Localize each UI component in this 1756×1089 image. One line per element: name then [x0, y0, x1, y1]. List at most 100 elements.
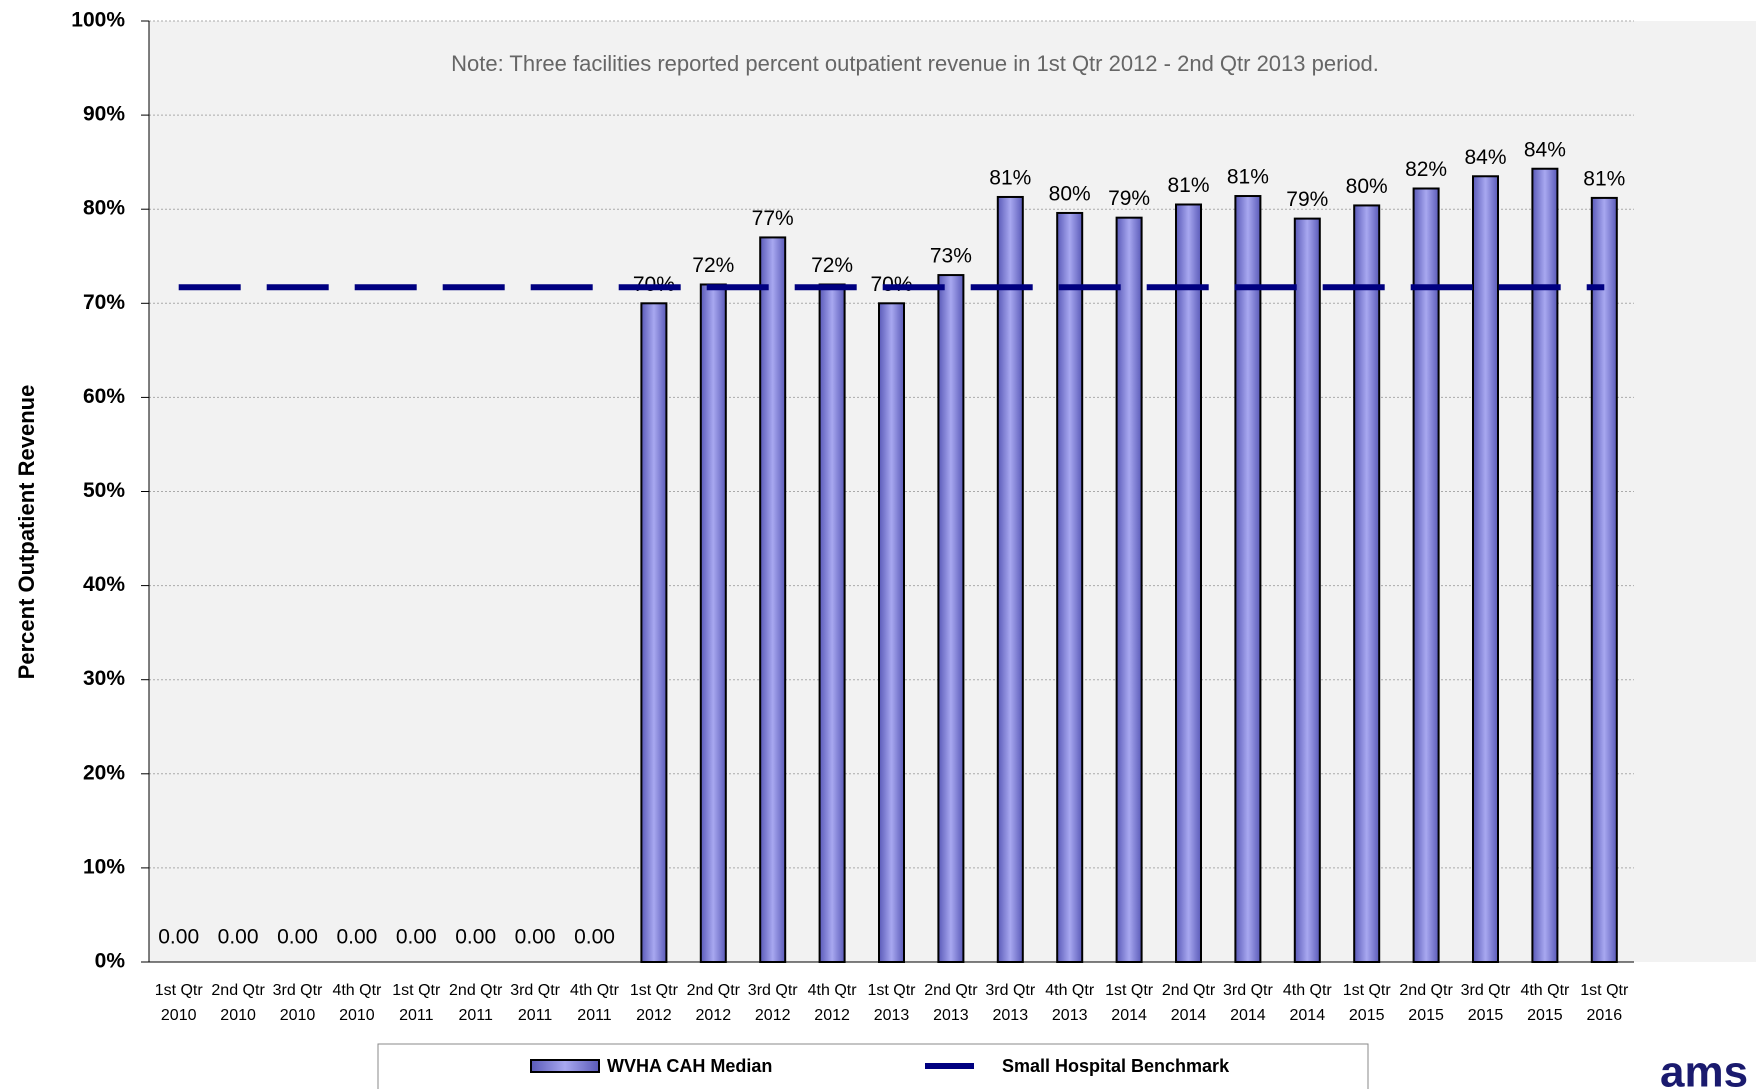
- data-label: 81%: [1227, 166, 1269, 189]
- data-label: 84%: [1524, 138, 1566, 161]
- x-tick-label: 1st Qtr: [1580, 982, 1629, 999]
- bar: [1412, 187, 1440, 964]
- y-tick-label: 60%: [83, 385, 125, 408]
- y-axis-label: Percent Outpatient Revenue: [14, 385, 39, 680]
- y-tick-label: 100%: [71, 9, 125, 32]
- x-tick-label: 2nd Qtr: [449, 982, 503, 999]
- x-tick-label: 2010: [220, 1007, 256, 1024]
- annotation: Note: Three facilities reported percent …: [451, 51, 1379, 76]
- x-tick-label: 2013: [933, 1007, 969, 1024]
- x-tick-label: 2012: [814, 1007, 850, 1024]
- y-tick-label: 70%: [83, 291, 125, 314]
- x-tick-label: 1st Qtr: [630, 982, 679, 999]
- data-label: 0.00: [574, 926, 615, 949]
- x-tick-label: 2010: [339, 1007, 375, 1024]
- x-tick-label: 3rd Qtr: [1223, 982, 1273, 999]
- y-tick-label: 30%: [83, 667, 125, 690]
- x-tick-label: 2014: [1111, 1007, 1147, 1024]
- x-tick-label: 3rd Qtr: [985, 982, 1035, 999]
- bar: [1293, 217, 1321, 964]
- x-tick-label: 3rd Qtr: [510, 982, 560, 999]
- data-label: 80%: [1346, 175, 1388, 198]
- x-tick-label: 3rd Qtr: [748, 982, 798, 999]
- legend-label: WVHA CAH Median: [607, 1056, 772, 1076]
- x-tick-label: 4th Qtr: [570, 982, 620, 999]
- y-tick-label: 50%: [83, 479, 125, 502]
- y-tick-label: 20%: [83, 761, 125, 784]
- bar: [937, 274, 965, 963]
- y-tick-label: 10%: [83, 855, 125, 878]
- logo: ams: [1660, 1048, 1748, 1089]
- x-tick-label: 2nd Qtr: [924, 982, 978, 999]
- data-label: 0.00: [455, 926, 496, 949]
- x-tick-label: 1st Qtr: [1105, 982, 1154, 999]
- bar: [1472, 175, 1499, 963]
- x-tick-label: 2015: [1527, 1007, 1563, 1024]
- data-label: 0.00: [396, 926, 437, 949]
- data-label: 0.00: [158, 926, 199, 949]
- data-label: 0.00: [218, 926, 259, 949]
- x-tick-label: 4th Qtr: [808, 982, 858, 999]
- data-label: 84%: [1464, 146, 1506, 169]
- data-label: 72%: [692, 254, 734, 277]
- y-tick-label: 90%: [83, 103, 125, 126]
- y-tick-label: 40%: [83, 573, 125, 596]
- x-tick-label: 2011: [577, 1007, 612, 1024]
- legend-swatch: [530, 1059, 600, 1073]
- legend-label: Small Hospital Benchmark: [1002, 1056, 1230, 1076]
- x-tick-label: 2015: [1468, 1007, 1504, 1024]
- y-tick-label: 80%: [83, 197, 125, 220]
- x-tick-label: 1st Qtr: [392, 982, 441, 999]
- x-tick-label: 2012: [696, 1007, 732, 1024]
- bar: [640, 302, 668, 963]
- bar: [1531, 167, 1559, 963]
- bar: [1353, 204, 1381, 964]
- x-tick-label: 2014: [1290, 1007, 1326, 1024]
- x-tick-label: 4th Qtr: [332, 982, 382, 999]
- x-tick-label: 2016: [1587, 1007, 1623, 1024]
- x-tick-label: 4th Qtr: [1283, 982, 1333, 999]
- x-tick-label: 2013: [874, 1007, 910, 1024]
- x-tick-label: 2nd Qtr: [1162, 982, 1216, 999]
- data-label: 82%: [1405, 158, 1447, 181]
- y-tick-label: 0%: [95, 950, 126, 973]
- x-tick-label: 2012: [755, 1007, 791, 1024]
- data-label: 79%: [1108, 187, 1150, 210]
- data-label: 77%: [752, 207, 794, 230]
- data-label: 0.00: [336, 926, 377, 949]
- x-tick-label: 1st Qtr: [155, 982, 204, 999]
- bar: [1234, 195, 1262, 963]
- x-tick-label: 2nd Qtr: [211, 982, 265, 999]
- bar: [699, 283, 727, 964]
- data-label: 0.00: [515, 926, 556, 949]
- x-tick-label: 4th Qtr: [1045, 982, 1095, 999]
- x-tick-label: 2015: [1349, 1007, 1385, 1024]
- x-tick-label: 2014: [1171, 1007, 1207, 1024]
- x-tick-label: 2013: [1052, 1007, 1088, 1024]
- x-tick-label: 2015: [1408, 1007, 1444, 1024]
- bar: [1115, 216, 1143, 963]
- x-tick-label: 4th Qtr: [1520, 982, 1570, 999]
- x-tick-label: 3rd Qtr: [1461, 982, 1511, 999]
- x-tick-label: 2012: [636, 1007, 672, 1024]
- x-tick-label: 2010: [161, 1007, 197, 1024]
- x-tick-label: 2011: [458, 1007, 493, 1024]
- data-label: 72%: [811, 254, 853, 277]
- data-label: 73%: [930, 245, 972, 268]
- bar: [1590, 196, 1618, 963]
- x-tick-label: 2nd Qtr: [1399, 982, 1453, 999]
- data-label: 81%: [1167, 174, 1209, 197]
- x-tick-label: 2011: [518, 1007, 553, 1024]
- bar: [878, 302, 905, 963]
- x-tick-label: 2011: [399, 1007, 434, 1024]
- data-label: 80%: [1049, 183, 1091, 206]
- bar: [1056, 211, 1084, 964]
- data-label: 0.00: [277, 926, 318, 949]
- bar: [759, 236, 787, 963]
- x-tick-label: 2014: [1230, 1007, 1266, 1024]
- x-tick-label: 1st Qtr: [867, 982, 916, 999]
- bar: [1175, 203, 1202, 963]
- x-tick-label: 3rd Qtr: [273, 982, 323, 999]
